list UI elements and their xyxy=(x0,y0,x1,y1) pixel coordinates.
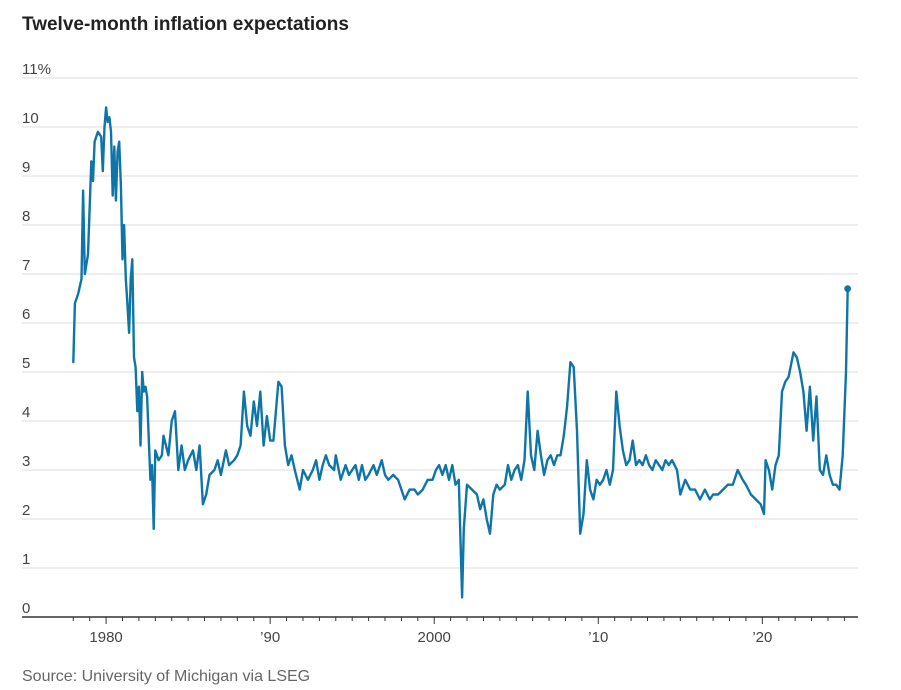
grid-layer xyxy=(22,77,858,569)
x-tick-label: ’10 xyxy=(588,629,608,646)
series-line xyxy=(72,106,849,599)
x-tick-label: 2000 xyxy=(418,629,451,646)
y-tick-label: 2 xyxy=(22,502,30,519)
y-tick-label: 9 xyxy=(22,159,30,176)
source-note: Source: University of Michigan via LSEG xyxy=(22,668,311,685)
y-tick-label: 7 xyxy=(22,257,30,274)
y-tick-label: 0 xyxy=(22,600,30,617)
x-axis: 1980 ’90 2000 ’10 ’20 xyxy=(22,616,858,646)
x-tick-label: 1980 xyxy=(89,629,122,646)
y-tick-label: 4 xyxy=(22,404,30,421)
chart-title: Twelve-month inflation expectations xyxy=(22,14,349,35)
x-tick-label: ’20 xyxy=(752,629,772,646)
y-tick-label: 3 xyxy=(22,453,30,470)
series-layer xyxy=(72,106,852,599)
y-tick-label: 8 xyxy=(22,208,30,225)
last-point-marker xyxy=(844,285,852,293)
x-tick-label: ’90 xyxy=(260,629,280,646)
y-tick-label: 11% xyxy=(22,61,51,78)
y-tick-label: 10 xyxy=(22,110,39,127)
y-tick-label: 6 xyxy=(22,306,30,323)
y-tick-label: 5 xyxy=(22,355,30,372)
y-tick-label: 1 xyxy=(22,551,30,568)
